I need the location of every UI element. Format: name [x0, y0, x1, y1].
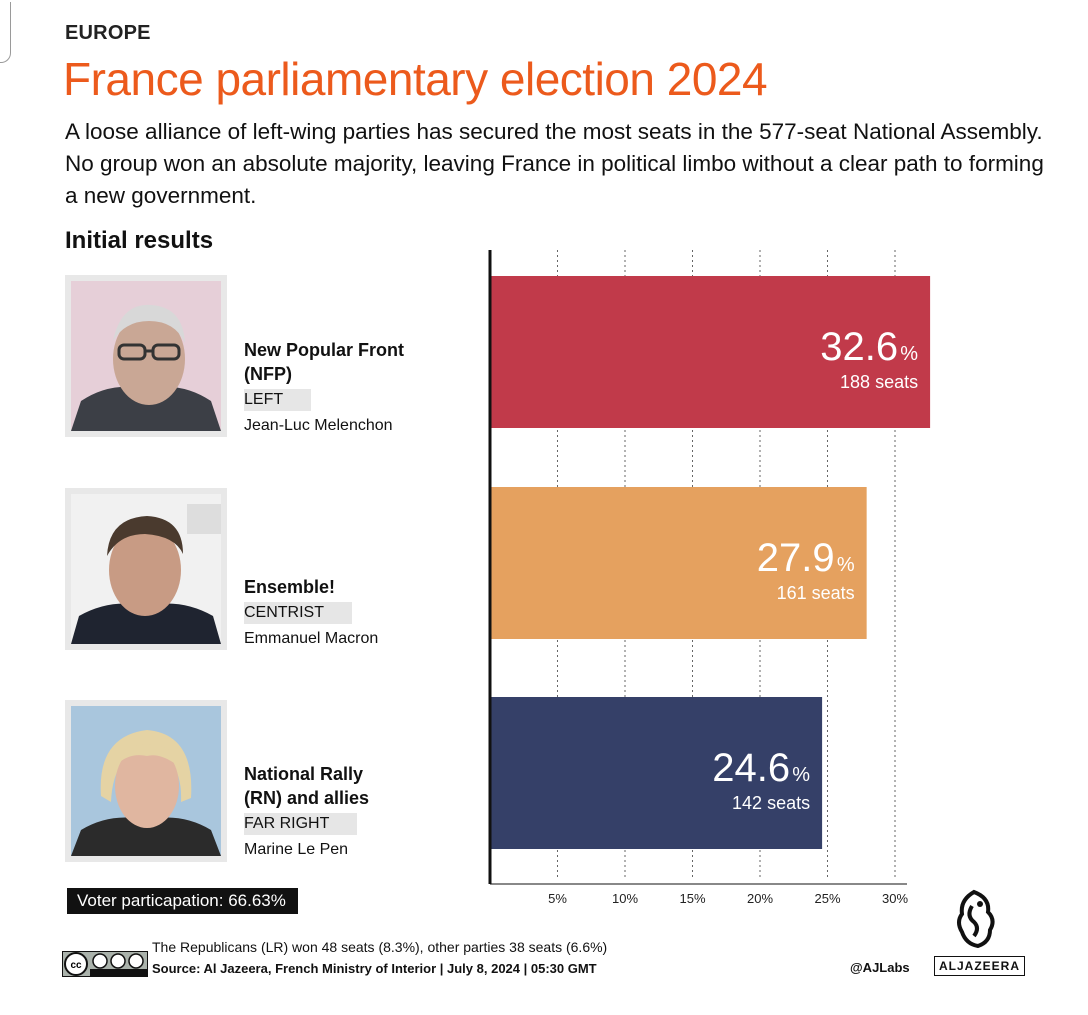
bar-value-label: 32.6	[820, 325, 898, 369]
party-orientation-badge: FAR RIGHT	[244, 813, 358, 835]
al-jazeera-logo-icon	[957, 889, 995, 949]
candidate-photo-melenchon	[65, 275, 227, 437]
bar-seats-label: 188 seats	[840, 372, 918, 392]
cc-by-nc-sa-icon: cc	[62, 951, 148, 977]
social-handle: @AJLabs	[850, 960, 910, 975]
party-name: New Popular Front (NFP)	[244, 340, 405, 384]
portrait-illustration	[71, 494, 221, 644]
results-heading: Initial results	[65, 227, 214, 254]
x-tick-label: 30%	[882, 891, 908, 906]
svg-text:cc: cc	[70, 960, 82, 971]
voter-turnout-label: Voter particapation: 66.63%	[67, 888, 298, 914]
party-leader: Emmanuel Macron	[244, 630, 379, 647]
source-line: Source: Al Jazeera, French Ministry of I…	[152, 961, 597, 976]
candidate-photo-le-pen	[65, 700, 227, 862]
bar-value-suffix: %	[792, 764, 810, 786]
bar	[490, 487, 867, 639]
brand-wordmark: ALJAZEERA	[934, 956, 1026, 976]
x-tick-label: 20%	[747, 891, 773, 906]
x-tick-label: 10%	[612, 891, 638, 906]
page-subtitle: A loose alliance of left-wing parties ha…	[65, 119, 1044, 208]
bar-seats-label: 142 seats	[732, 793, 810, 813]
bar-value-suffix: %	[837, 554, 855, 576]
party-label-rn: National Rally (RN) and allies FAR RIGHT…	[244, 762, 464, 861]
x-tick-label: 25%	[814, 891, 840, 906]
section-kicker: EUROPE	[65, 22, 151, 44]
party-leader: Marine Le Pen	[244, 841, 349, 858]
bar-value-suffix: %	[900, 343, 918, 365]
page-title: France parliamentary election 2024	[63, 53, 768, 105]
bar-value-label: 24.6	[712, 746, 790, 790]
bar-seats-label: 161 seats	[777, 583, 855, 603]
party-label-nfp: New Popular Front (NFP) LEFT Jean-Luc Me…	[244, 338, 464, 437]
bar-value-label: 27.9	[757, 536, 835, 580]
bar	[490, 276, 931, 428]
party-label-ensemble: Ensemble! CENTRIST Emmanuel Macron	[244, 575, 464, 650]
party-orientation-badge: LEFT	[244, 389, 312, 411]
x-tick-label: 5%	[548, 891, 567, 906]
party-orientation-badge: CENTRIST	[244, 602, 352, 624]
candidate-photo-macron	[65, 488, 227, 650]
portrait-illustration	[71, 281, 221, 431]
x-tick-label: 15%	[679, 891, 705, 906]
footnote: The Republicans (LR) won 48 seats (8.3%)…	[152, 939, 608, 955]
party-name: National Rally (RN) and allies	[244, 764, 370, 808]
bar	[490, 697, 823, 849]
party-leader: Jean-Luc Melenchon	[244, 417, 393, 434]
party-name: Ensemble!	[244, 577, 336, 597]
portrait-illustration	[71, 706, 221, 856]
